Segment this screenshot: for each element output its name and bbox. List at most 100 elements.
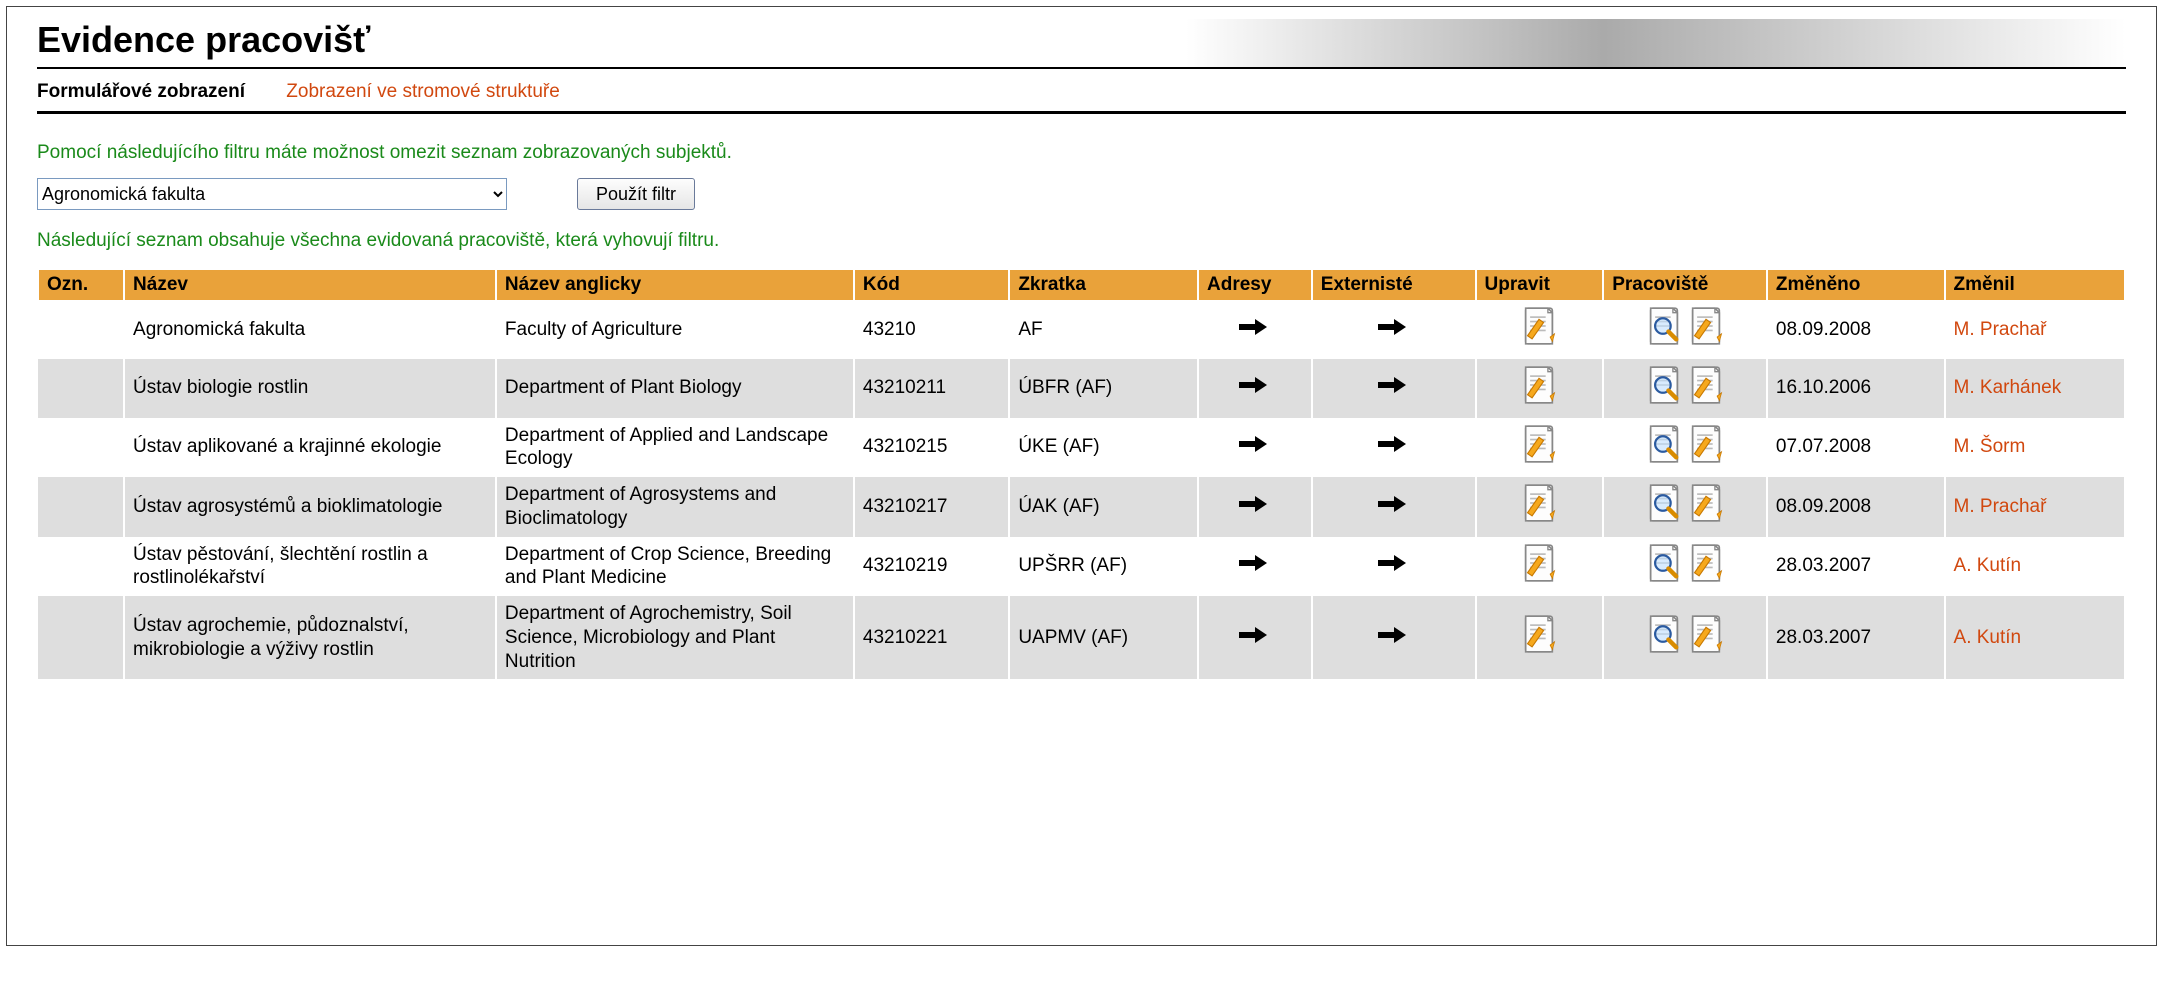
cell-zmenil: M. Karhánek: [1945, 359, 2125, 418]
search-doc-icon[interactable]: [1646, 543, 1682, 583]
table-header-row: Ozn.NázevNázev anglickyKódZkratkaAdresyE…: [38, 270, 2125, 300]
col-kod: Kód: [854, 270, 1009, 300]
cell-ozn: [38, 537, 124, 597]
arrow-right-icon[interactable]: [1239, 555, 1271, 571]
workplaces-table: Ozn.NázevNázev anglickyKódZkratkaAdresyE…: [37, 270, 2126, 679]
cell-ozn: [38, 359, 124, 418]
page-title: Evidence pracovišť: [37, 19, 2126, 69]
arrow-right-icon[interactable]: [1239, 627, 1271, 643]
edit-icon[interactable]: [1521, 543, 1557, 583]
cell-upravit: [1476, 537, 1604, 597]
faculty-select[interactable]: Agronomická fakulta: [37, 178, 507, 210]
filter-hint-bottom: Následující seznam obsahuje všechna evid…: [37, 230, 2126, 252]
tab-tree-view[interactable]: Zobrazení ve stromové struktuře: [286, 81, 560, 103]
arrow-right-icon[interactable]: [1378, 555, 1410, 571]
cell-upravit: [1476, 418, 1604, 478]
cell-kod: 43210: [854, 300, 1009, 359]
cell-pracoviste: [1603, 537, 1767, 597]
cell-zmenil: A. Kutín: [1945, 537, 2125, 597]
cell-kod: 43210211: [854, 359, 1009, 418]
cell-pracoviste: [1603, 359, 1767, 418]
col-nazev_en: Název anglicky: [496, 270, 854, 300]
col-zkratka: Zkratka: [1009, 270, 1198, 300]
cell-zkratka: AF: [1009, 300, 1198, 359]
cell-nazev: Ústav agrochemie, půdoznalství, mikrobio…: [124, 596, 496, 679]
cell-zmeneno: 16.10.2006: [1767, 359, 1945, 418]
cell-ozn: [38, 596, 124, 679]
filter-hint-top: Pomocí následujícího filtru máte možnost…: [37, 142, 2126, 164]
cell-kod: 43210221: [854, 596, 1009, 679]
edit-icon[interactable]: [1521, 483, 1557, 523]
table-row: Ústav aplikované a krajinné ekologieDepa…: [38, 418, 2125, 478]
cell-nazev: Ústav aplikované a krajinné ekologie: [124, 418, 496, 478]
cell-upravit: [1476, 477, 1604, 537]
cell-zmenil: M. Prachař: [1945, 300, 2125, 359]
table-row: Ústav agrosystémů a bioklimatologieDepar…: [38, 477, 2125, 537]
col-pracoviste: Pracoviště: [1603, 270, 1767, 300]
arrow-right-icon[interactable]: [1378, 496, 1410, 512]
edit-doc-icon[interactable]: [1688, 483, 1724, 523]
col-adresy: Adresy: [1198, 270, 1312, 300]
edit-icon[interactable]: [1521, 365, 1557, 405]
col-zmenil: Změnil: [1945, 270, 2125, 300]
arrow-right-icon[interactable]: [1239, 496, 1271, 512]
table-row: Ústav biologie rostlinDepartment of Plan…: [38, 359, 2125, 418]
cell-ozn: [38, 418, 124, 478]
col-nazev: Název: [124, 270, 496, 300]
cell-zkratka: UPŠRR (AF): [1009, 537, 1198, 597]
arrow-right-icon[interactable]: [1378, 436, 1410, 452]
cell-kod: 43210219: [854, 537, 1009, 597]
search-doc-icon[interactable]: [1646, 365, 1682, 405]
cell-pracoviste: [1603, 418, 1767, 478]
cell-nazev-en: Department of Crop Science, Breeding and…: [496, 537, 854, 597]
cell-ozn: [38, 300, 124, 359]
arrow-right-icon[interactable]: [1239, 377, 1271, 393]
table-row: Agronomická fakultaFaculty of Agricultur…: [38, 300, 2125, 359]
cell-zkratka: ÚBFR (AF): [1009, 359, 1198, 418]
arrow-right-icon[interactable]: [1378, 627, 1410, 643]
cell-zkratka: ÚKE (AF): [1009, 418, 1198, 478]
edit-icon[interactable]: [1521, 306, 1557, 346]
cell-pracoviste: [1603, 596, 1767, 679]
cell-nazev: Ústav pěstování, šlechtění rostlin a ros…: [124, 537, 496, 597]
cell-nazev-en: Department of Agrosystems and Bioclimato…: [496, 477, 854, 537]
edit-icon[interactable]: [1521, 424, 1557, 464]
search-doc-icon[interactable]: [1646, 424, 1682, 464]
table-row: Ústav pěstování, šlechtění rostlin a ros…: [38, 537, 2125, 597]
edit-doc-icon[interactable]: [1688, 306, 1724, 346]
table-row: Ústav agrochemie, půdoznalství, mikrobio…: [38, 596, 2125, 679]
arrow-right-icon[interactable]: [1378, 319, 1410, 335]
arrow-right-icon[interactable]: [1378, 377, 1410, 393]
edit-doc-icon[interactable]: [1688, 614, 1724, 654]
cell-nazev: Agronomická fakulta: [124, 300, 496, 359]
filter-row: Agronomická fakulta Použít filtr: [37, 178, 2126, 210]
cell-zmeneno: 08.09.2008: [1767, 477, 1945, 537]
cell-nazev-en: Department of Applied and Landscape Ecol…: [496, 418, 854, 478]
tab-form-view[interactable]: Formulářové zobrazení: [37, 81, 245, 103]
cell-zmeneno: 08.09.2008: [1767, 300, 1945, 359]
arrow-right-icon[interactable]: [1239, 319, 1271, 335]
cell-nazev-en: Department of Agrochemistry, Soil Scienc…: [496, 596, 854, 679]
edit-doc-icon[interactable]: [1688, 365, 1724, 405]
cell-zmenil: A. Kutín: [1945, 596, 2125, 679]
cell-upravit: [1476, 596, 1604, 679]
cell-zmeneno: 07.07.2008: [1767, 418, 1945, 478]
edit-doc-icon[interactable]: [1688, 424, 1724, 464]
cell-pracoviste: [1603, 300, 1767, 359]
table-body: Agronomická fakultaFaculty of Agricultur…: [38, 300, 2125, 679]
page-container: Evidence pracovišť Formulářové zobrazení…: [6, 6, 2157, 946]
apply-filter-button[interactable]: Použít filtr: [577, 178, 695, 210]
search-doc-icon[interactable]: [1646, 306, 1682, 346]
cell-zmeneno: 28.03.2007: [1767, 596, 1945, 679]
cell-ozn: [38, 477, 124, 537]
search-doc-icon[interactable]: [1646, 483, 1682, 523]
edit-icon[interactable]: [1521, 614, 1557, 654]
arrow-right-icon[interactable]: [1239, 436, 1271, 452]
col-zmeneno: Změněno: [1767, 270, 1945, 300]
col-externiste: Externisté: [1312, 270, 1476, 300]
edit-doc-icon[interactable]: [1688, 543, 1724, 583]
search-doc-icon[interactable]: [1646, 614, 1682, 654]
cell-zkratka: UAPMV (AF): [1009, 596, 1198, 679]
cell-zmeneno: 28.03.2007: [1767, 537, 1945, 597]
cell-kod: 43210217: [854, 477, 1009, 537]
